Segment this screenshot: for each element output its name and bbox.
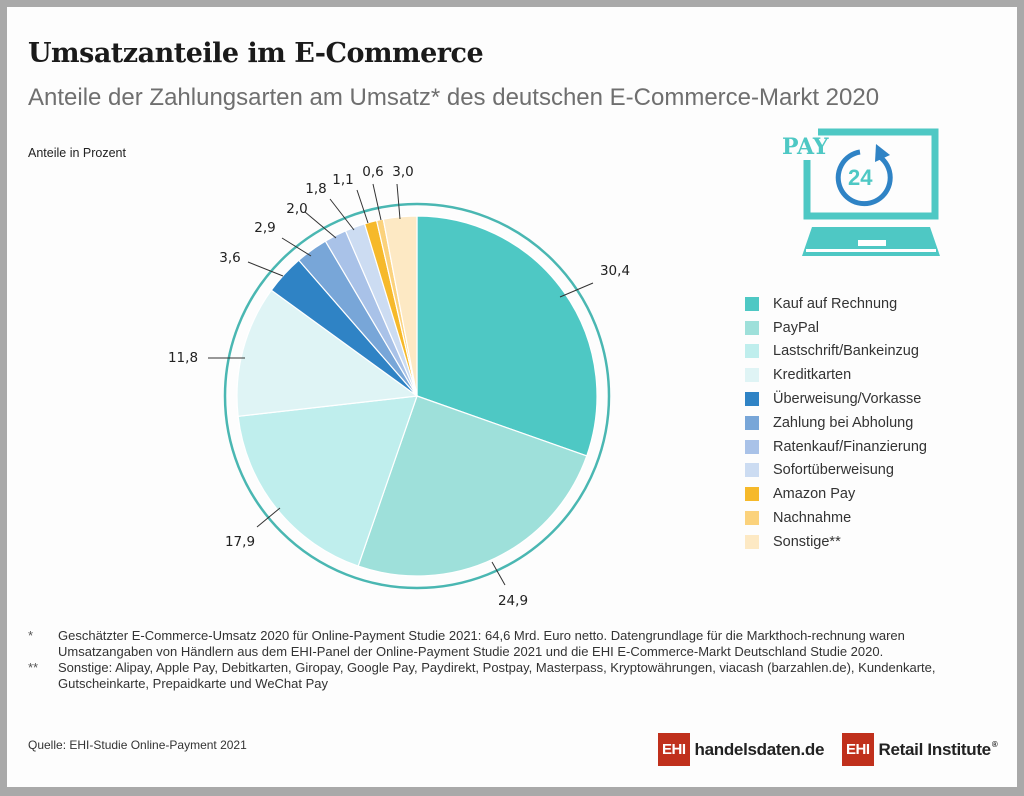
pie-outer-ring [223, 202, 611, 590]
legend-label: Ratenkauf/Finanzierung [773, 438, 927, 455]
leader-line [372, 183, 382, 221]
leader-line [304, 211, 337, 239]
logo-retail-institute: EHI Retail Institute® [842, 733, 998, 766]
legend-item: Kreditkarten [745, 363, 927, 387]
data-label: 1,8 [305, 181, 326, 197]
pie-slice-lastschrift-bankeinzug [237, 395, 418, 567]
legend-label: Amazon Pay [773, 486, 856, 503]
data-label: 3,6 [219, 250, 240, 266]
footnotes: * Geschätzter E-Commerce-Umsatz 2020 für… [28, 628, 978, 692]
svg-text:24: 24 [848, 165, 873, 190]
leader-line [256, 507, 281, 528]
data-label: 11,8 [168, 350, 198, 366]
data-label: 17,9 [225, 534, 255, 550]
legend-label: Lastschrift/Bankeinzug [773, 343, 919, 360]
legend-label: Kauf auf Rechnung [773, 295, 898, 312]
legend-swatch [745, 368, 759, 383]
ehi-badge: EHI [658, 733, 690, 766]
svg-text:PAY: PAY [782, 134, 829, 160]
leader-line [396, 183, 401, 220]
leader-line [329, 198, 355, 231]
logo-handelsdaten: EHI handelsdaten.de [658, 733, 824, 766]
legend-swatch [745, 296, 759, 311]
legend-label: Sonstige** [773, 533, 841, 550]
legend-item: Amazon Pay [745, 482, 927, 506]
legend-item: Ratenkauf/Finanzierung [745, 435, 927, 459]
legend-item: PayPal [745, 316, 927, 340]
pie-slice-kreditkarten [236, 289, 419, 417]
source-note: Quelle: EHI-Studie Online-Payment 2021 [28, 738, 247, 752]
legend-swatch [745, 344, 759, 359]
legend-swatch [745, 487, 759, 502]
legend-label: Überweisung/Vorkasse [773, 391, 922, 408]
chart-subtitle: Anteile der Zahlungsarten am Umsatz* des… [28, 84, 880, 111]
chart-title: Umsatzanteile im E-Commerce [28, 38, 484, 69]
legend-label: Nachnahme [773, 510, 852, 527]
legend-label: Zahlung bei Abholung [773, 414, 914, 431]
legend-item: Kauf auf Rechnung [745, 292, 927, 316]
legend-swatch [745, 511, 759, 526]
pie-slice-paypal [357, 395, 588, 577]
legend-label: Kreditkarten [773, 367, 852, 384]
leader-line [281, 237, 312, 257]
data-label: 0,6 [362, 164, 383, 180]
legend-swatch [745, 463, 759, 478]
data-label: 2,9 [254, 220, 275, 236]
leader-line [491, 561, 506, 586]
data-label: 2,0 [286, 201, 307, 217]
data-label: 3,0 [392, 164, 413, 180]
leader-line [559, 282, 594, 298]
pie-slice-kauf-auf-rechnung [416, 215, 598, 457]
legend-item: Zahlung bei Abholung [745, 411, 927, 435]
legend-item: Nachnahme [745, 506, 927, 530]
legend-swatch [745, 534, 759, 549]
laptop-pay24-icon: PAY 24 [782, 128, 940, 256]
legend-item: Sofortüberweisung [745, 459, 927, 483]
data-label: 24,9 [498, 593, 528, 609]
legend-swatch [745, 415, 759, 430]
data-label: 1,1 [332, 172, 353, 188]
legend-item: Lastschrift/Bankeinzug [745, 340, 927, 364]
legend-swatch [745, 320, 759, 335]
legend-label: PayPal [773, 319, 819, 336]
chart-legend: Kauf auf Rechnung PayPal Lastschrift/Banke… [745, 292, 927, 554]
footnote-2: ** Sonstige: Alipay, Apple Pay, Debitkar… [28, 660, 936, 691]
unit-label: Anteile in Prozent [28, 146, 126, 160]
legend-swatch [745, 439, 759, 454]
ehi-badge: EHI [842, 733, 874, 766]
footnote-1: * Geschätzter E-Commerce-Umsatz 2020 für… [28, 628, 905, 659]
legend-label: Sofortüberweisung [773, 462, 894, 479]
legend-swatch [745, 392, 759, 407]
leader-line [247, 261, 284, 277]
data-label: 30,4 [600, 263, 630, 279]
leader-line [356, 189, 369, 224]
legend-item: Überweisung/Vorkasse [745, 387, 927, 411]
legend-item: Sonstige** [745, 530, 927, 554]
